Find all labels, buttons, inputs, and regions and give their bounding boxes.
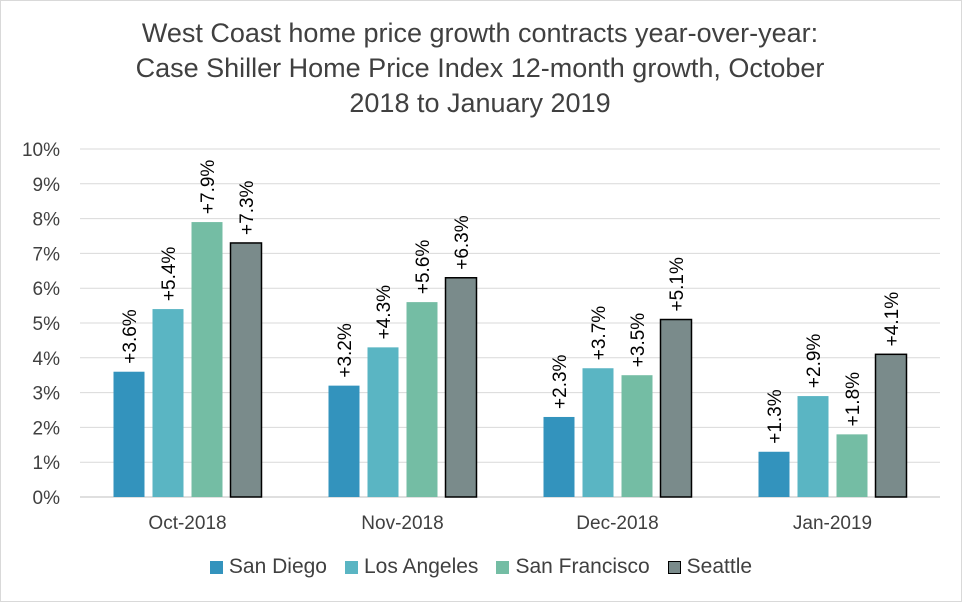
legend-label: San Francisco	[515, 555, 650, 578]
bar	[191, 222, 223, 497]
data-label: +1.8%	[843, 372, 864, 427]
bar	[367, 347, 399, 497]
data-label: +7.3%	[237, 180, 258, 235]
bar	[444, 277, 478, 498]
chart-title-line-3: 2018 to January 2019	[349, 88, 611, 118]
data-label: +5.4%	[159, 247, 180, 302]
bar	[328, 385, 360, 497]
legend-item-seattle: Seattle	[667, 555, 753, 579]
data-label: +3.7%	[589, 306, 610, 361]
legend-label: San Diego	[228, 555, 327, 578]
y-tick-label: 9%	[33, 175, 61, 196]
legend-swatch	[667, 560, 681, 574]
data-label: +3.6%	[120, 309, 141, 364]
y-tick-label: 0%	[33, 488, 61, 509]
data-label: +2.9%	[804, 334, 825, 389]
data-label: +6.3%	[452, 215, 473, 270]
legend-item-san-francisco: San Francisco	[496, 555, 650, 579]
legend-label: Seattle	[686, 555, 753, 578]
bar	[758, 451, 790, 497]
y-tick-label: 7%	[33, 244, 61, 265]
legend-swatch	[496, 560, 510, 574]
bar	[621, 375, 653, 497]
x-tick-label: Oct-2018	[148, 513, 226, 534]
bar	[836, 434, 868, 497]
bar	[406, 302, 438, 497]
legend-item-los-angeles: Los Angeles	[345, 555, 478, 579]
bar	[543, 416, 575, 497]
data-label: +4.3%	[374, 285, 395, 340]
data-label: +2.3%	[550, 354, 571, 409]
y-tick-label: 8%	[33, 210, 61, 231]
data-label: +3.5%	[628, 313, 649, 368]
data-label: +7.9%	[198, 160, 219, 215]
y-tick-label: 10%	[22, 140, 60, 161]
y-tick-label: 6%	[33, 279, 61, 300]
x-tick-label: Nov-2018	[361, 513, 443, 534]
y-tick-label: 4%	[33, 349, 61, 370]
legend-swatch	[345, 560, 358, 574]
chart-title-line-1: West Coast home price growth contracts y…	[141, 18, 819, 48]
legend-item-san-diego: San Diego	[209, 555, 327, 579]
x-tick-label: Jan-2019	[793, 513, 872, 534]
legend: San Diego Los Angeles San Francisco Seat…	[0, 555, 962, 579]
y-tick-label: 3%	[33, 384, 61, 405]
data-label: +5.6%	[413, 240, 434, 295]
y-tick-label: 1%	[33, 453, 61, 474]
data-label: +4.1%	[882, 292, 903, 347]
data-label: +3.2%	[335, 323, 356, 378]
bar	[874, 353, 908, 498]
bar	[582, 368, 614, 497]
y-tick-label: 2%	[33, 418, 61, 439]
y-tick-label: 5%	[33, 314, 61, 335]
chart-title-line-2: Case Shiller Home Price Index 12-month g…	[135, 53, 825, 83]
legend-swatch	[209, 560, 223, 574]
chart-title: West Coast home price growth contracts y…	[80, 16, 880, 121]
bar	[229, 242, 263, 498]
x-tick-label: Dec-2018	[576, 513, 658, 534]
legend-label: Los Angeles	[364, 555, 479, 578]
bar	[113, 371, 145, 497]
bar	[659, 318, 693, 498]
bar	[797, 396, 829, 497]
data-label: +5.1%	[667, 257, 688, 312]
bar	[152, 309, 184, 497]
data-label: +1.3%	[765, 389, 786, 444]
